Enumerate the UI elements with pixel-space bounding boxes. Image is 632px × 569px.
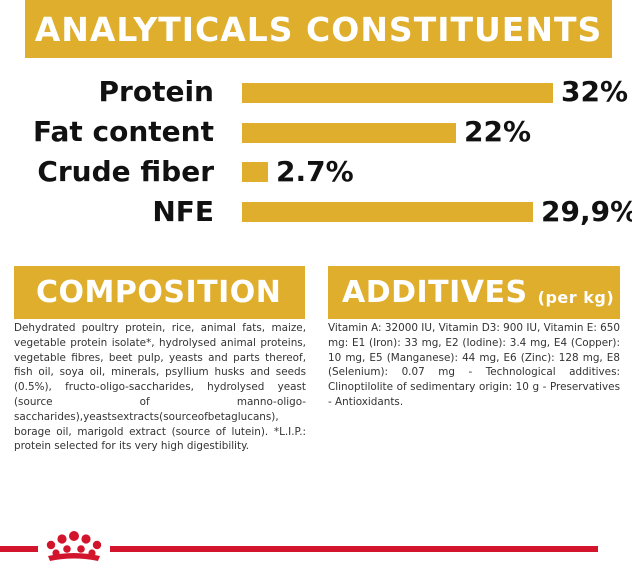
value-bar [242, 83, 553, 103]
row-value: 29,9% [541, 195, 632, 228]
composition-title-text: COMPOSITION [36, 275, 282, 310]
crown-icon [38, 528, 110, 564]
additives-title: ADDITIVES (per kg) [328, 266, 620, 319]
row-label: Fat content [33, 115, 214, 148]
composition-text: Dehydrated poultry protein, rice, animal… [14, 322, 306, 453]
value-bar [242, 123, 456, 143]
row-value: 2.7% [276, 155, 354, 188]
value-bar [242, 202, 533, 222]
additives-unit: (per kg) [537, 288, 615, 307]
row-value: 22% [464, 115, 532, 148]
row-label: Crude fiber [37, 155, 214, 188]
composition-title: COMPOSITION [14, 266, 305, 319]
row-label: NFE [152, 195, 214, 228]
analytics-title: ANALYTICALS CONSTITUENTS [25, 0, 612, 58]
additives-title-text: ADDITIVES [342, 275, 528, 310]
row-value: 32% [561, 75, 629, 108]
additives-text: Vitamin A: 32000 IU, Vitamin D3: 900 IU,… [328, 322, 620, 408]
value-bar [242, 162, 268, 182]
row-label: Protein [98, 75, 214, 108]
brand-red-line [0, 546, 598, 552]
